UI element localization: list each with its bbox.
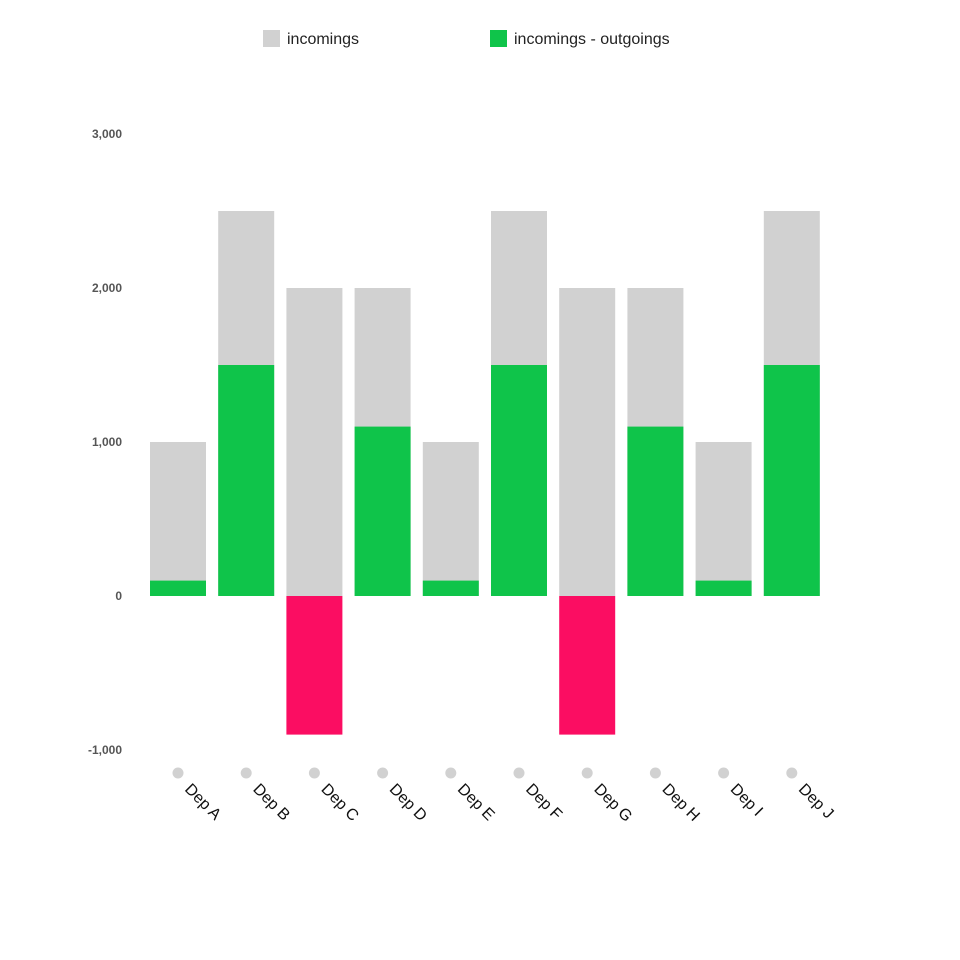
y-tick-label: 3,000 [92, 127, 122, 141]
bar-incomings-dep-e[interactable] [422, 442, 479, 596]
x-axis: Dep A Dep B Dep C Dep D Dep E Dep F Dep G Dep H… [172, 767, 837, 826]
bar-net-dep-g[interactable] [559, 596, 616, 735]
x-tick-label: Dep J [795, 781, 837, 823]
legend-label-net: incomings - outgoings [514, 31, 670, 48]
y-tick-label: 0 [115, 589, 122, 603]
bar-net-dep-e[interactable] [422, 580, 479, 596]
bar-net-dep-b[interactable] [218, 365, 275, 596]
bar-net-dep-h[interactable] [627, 426, 684, 596]
x-tick-label: Dep B [249, 781, 292, 824]
x-tick-label: Dep G [590, 781, 635, 826]
y-tick-label: 2,000 [92, 281, 122, 295]
x-tick-marker [377, 767, 389, 779]
bar-net-dep-c[interactable] [286, 596, 343, 735]
y-tick-label: 1,000 [92, 435, 122, 449]
legend-swatch-net [490, 30, 507, 47]
bar-incomings-dep-a[interactable] [150, 442, 206, 596]
bar-net-dep-i[interactable] [695, 580, 752, 596]
bar-net-dep-j[interactable] [763, 365, 820, 596]
legend-item-incomings[interactable]: incomings [263, 30, 359, 48]
x-tick-marker [513, 767, 525, 779]
x-tick-label: Dep F [522, 781, 565, 824]
x-tick-marker [581, 767, 593, 779]
x-tick-label: Dep E [454, 781, 497, 824]
legend-item-net[interactable]: incomings - outgoings [490, 30, 670, 48]
x-tick-label: Dep I [727, 781, 766, 820]
x-tick-marker [786, 767, 798, 779]
x-tick-marker [240, 767, 252, 779]
bar-incomings-dep-c[interactable] [286, 288, 343, 596]
x-tick-marker [445, 767, 457, 779]
x-tick-label: Dep H [659, 781, 703, 825]
bar-net-dep-d[interactable] [354, 426, 411, 596]
bar-incomings-dep-g[interactable] [559, 288, 616, 596]
x-tick-marker [172, 767, 184, 779]
legend-swatch-incomings [263, 30, 280, 47]
legend: incomings incomings - outgoings [263, 30, 670, 48]
x-tick-label: Dep C [318, 781, 362, 825]
x-tick-label: Dep A [181, 781, 224, 824]
y-tick-label: -1,000 [88, 743, 122, 757]
x-tick-marker [649, 767, 661, 779]
bar-incomings-dep-i[interactable] [695, 442, 752, 596]
bar-net-dep-a[interactable] [150, 580, 206, 596]
bar-net-dep-f[interactable] [491, 365, 547, 596]
x-tick-label: Dep D [386, 781, 430, 825]
x-tick-marker [718, 767, 730, 779]
x-tick-marker [308, 767, 320, 779]
net-bars [150, 365, 820, 735]
y-axis: -1,000 0 1,000 2,000 3,000 [88, 127, 122, 757]
legend-label-incomings: incomings [287, 31, 359, 48]
